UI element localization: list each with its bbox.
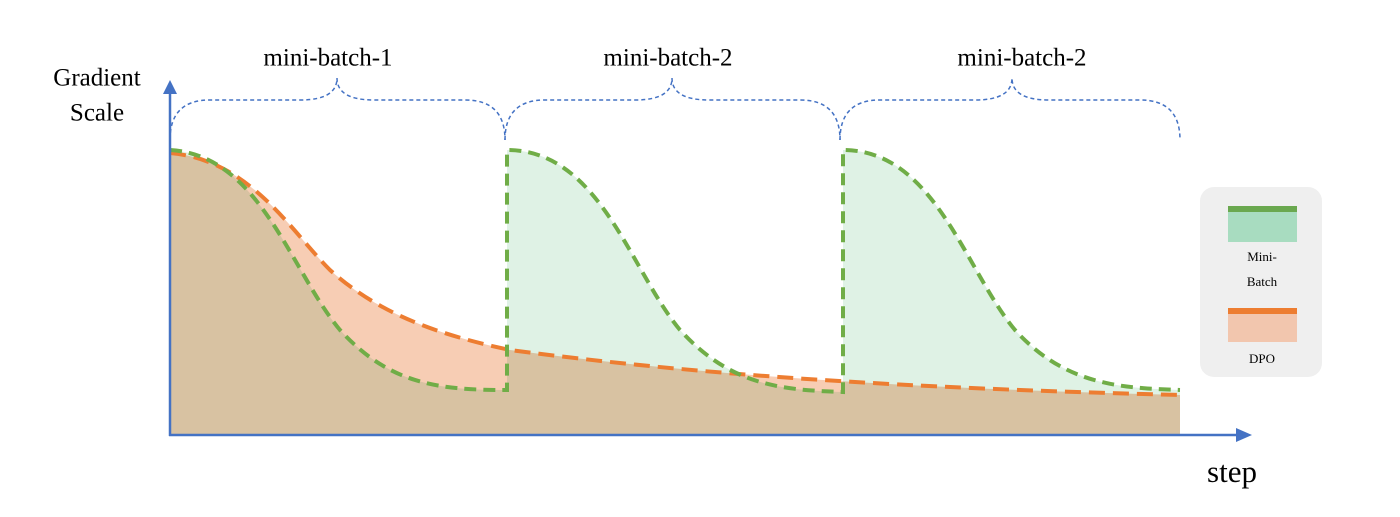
legend-label: DPO	[1249, 351, 1275, 366]
areas	[170, 150, 1180, 435]
y-label: Scale	[70, 100, 124, 127]
brace	[169, 77, 506, 141]
dpo-area	[170, 153, 1180, 435]
brace-label: mini-batch-2	[957, 45, 1086, 72]
legend-swatch-line	[1228, 206, 1297, 212]
y-arrow	[163, 80, 177, 94]
braces	[169, 77, 1181, 141]
brace	[839, 77, 1181, 141]
brace-label: mini-batch-2	[603, 45, 732, 72]
brace-label: mini-batch-1	[263, 45, 392, 72]
legend-label: Mini-	[1247, 249, 1277, 264]
minibatch-area	[170, 150, 1180, 435]
dpo-curve	[169, 151, 1181, 397]
legend: Mini- Batch DPO	[1200, 187, 1322, 377]
x-label: step	[1207, 454, 1257, 489]
axes	[163, 80, 1252, 442]
y-label: Gradient	[53, 65, 141, 92]
legend-swatch-line	[1228, 308, 1297, 314]
legend-label: Batch	[1247, 274, 1278, 289]
x-arrow	[1236, 428, 1252, 442]
minibatch-curve	[169, 147, 1181, 395]
brace	[504, 77, 841, 141]
